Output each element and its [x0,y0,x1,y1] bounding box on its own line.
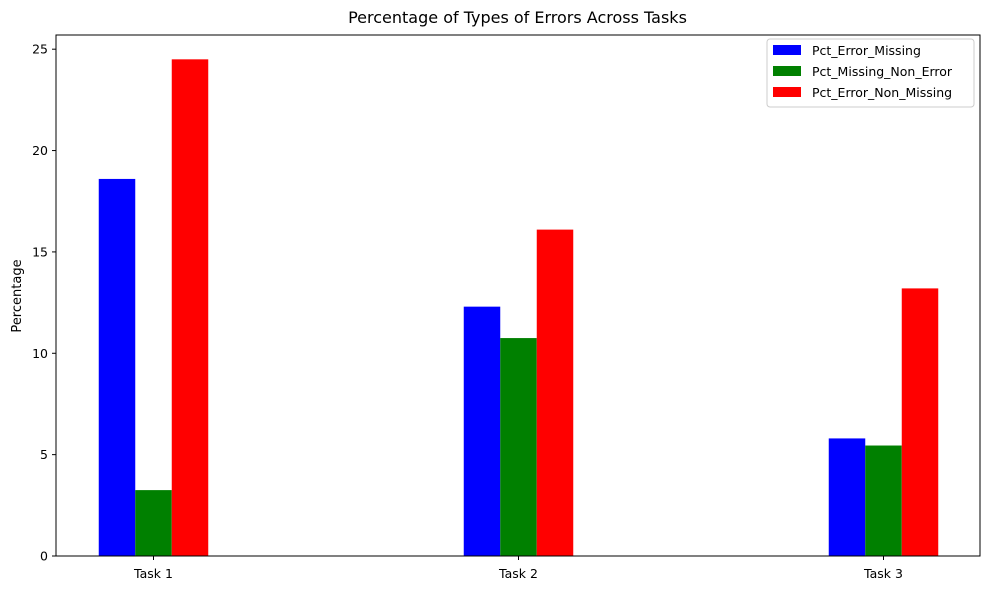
y-tick-label: 15 [32,244,48,259]
y-tick-label: 10 [32,346,48,361]
plot-frame [55,34,981,557]
legend-label: Pct_Missing_Non_Error [812,64,953,79]
legend-swatch [773,45,801,55]
bar-pct-error-missing-task-1 [98,178,136,556]
legend-label: Pct_Error_Non_Missing [812,85,952,100]
legend-swatch [773,87,801,97]
ticks-group: 0 5 10 15 20 25 Task 1 Task 2 Task 3 [32,42,903,581]
legend-swatch [773,66,801,76]
bar-pct-error-non-missing-task-2 [536,229,574,557]
legend: Pct_Error_Missing Pct_Missing_Non_Error Pc… [766,38,975,108]
y-tick-label: 25 [32,42,48,57]
bar-pct-error-non-missing-task-3 [901,288,939,556]
bar-pct-missing-non-error-task-3 [865,445,902,556]
y-tick-label: 20 [32,143,48,158]
x-tick-label: Task 3 [863,566,903,581]
bar-pct-error-missing-task-3 [828,438,866,556]
bar-pct-error-missing-task-2 [463,306,501,556]
bar-pct-missing-non-error-task-2 [500,338,537,556]
x-tick-label: Task 1 [133,566,173,581]
y-axis-label: Percentage [10,259,25,332]
chart-title: Percentage of Types of Errors Across Tas… [348,8,687,27]
legend-box [766,38,975,108]
legend-label: Pct_Error_Missing [812,43,921,58]
y-tick-label: 5 [40,447,48,462]
bars-group [98,59,939,557]
bar-pct-error-non-missing-task-1 [171,59,209,556]
y-tick-label: 0 [40,549,48,564]
bar-pct-missing-non-error-task-1 [135,490,172,556]
x-tick-label: Task 2 [498,566,538,581]
